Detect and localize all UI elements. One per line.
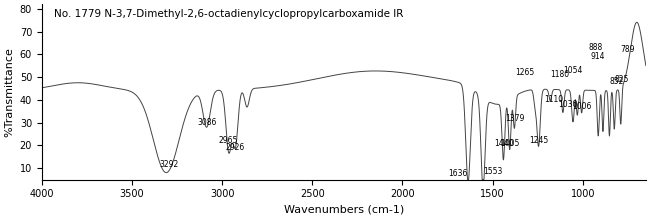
Text: 1180: 1180 bbox=[551, 70, 569, 79]
Text: 1006: 1006 bbox=[572, 102, 592, 111]
Text: 1636: 1636 bbox=[448, 170, 468, 178]
Text: 1110: 1110 bbox=[544, 95, 563, 104]
Text: 2926: 2926 bbox=[226, 143, 245, 152]
Text: 3292: 3292 bbox=[160, 160, 179, 169]
Text: 789: 789 bbox=[621, 45, 635, 54]
Text: 1440: 1440 bbox=[494, 139, 513, 148]
Text: 852: 852 bbox=[610, 77, 624, 86]
Text: 1405: 1405 bbox=[500, 139, 519, 148]
Text: 1265: 1265 bbox=[515, 68, 535, 77]
Text: 2965: 2965 bbox=[219, 136, 238, 145]
Text: 1054: 1054 bbox=[564, 66, 582, 75]
Text: 1030: 1030 bbox=[558, 100, 577, 109]
Text: 1553: 1553 bbox=[483, 167, 502, 176]
Text: 914: 914 bbox=[591, 52, 606, 61]
Text: 825: 825 bbox=[614, 75, 629, 84]
Text: No. 1779 N-3,7-Dimethyl-2,6-octadienylcyclopropylcarboxamide IR: No. 1779 N-3,7-Dimethyl-2,6-octadienylcy… bbox=[54, 9, 403, 19]
Text: 1245: 1245 bbox=[529, 136, 548, 145]
Y-axis label: %Transmittance: %Transmittance bbox=[4, 47, 14, 137]
Text: 888: 888 bbox=[589, 43, 603, 52]
Text: 1379: 1379 bbox=[504, 114, 524, 123]
Text: 3086: 3086 bbox=[197, 118, 216, 127]
X-axis label: Wavenumbers (cm-1): Wavenumbers (cm-1) bbox=[283, 205, 404, 215]
